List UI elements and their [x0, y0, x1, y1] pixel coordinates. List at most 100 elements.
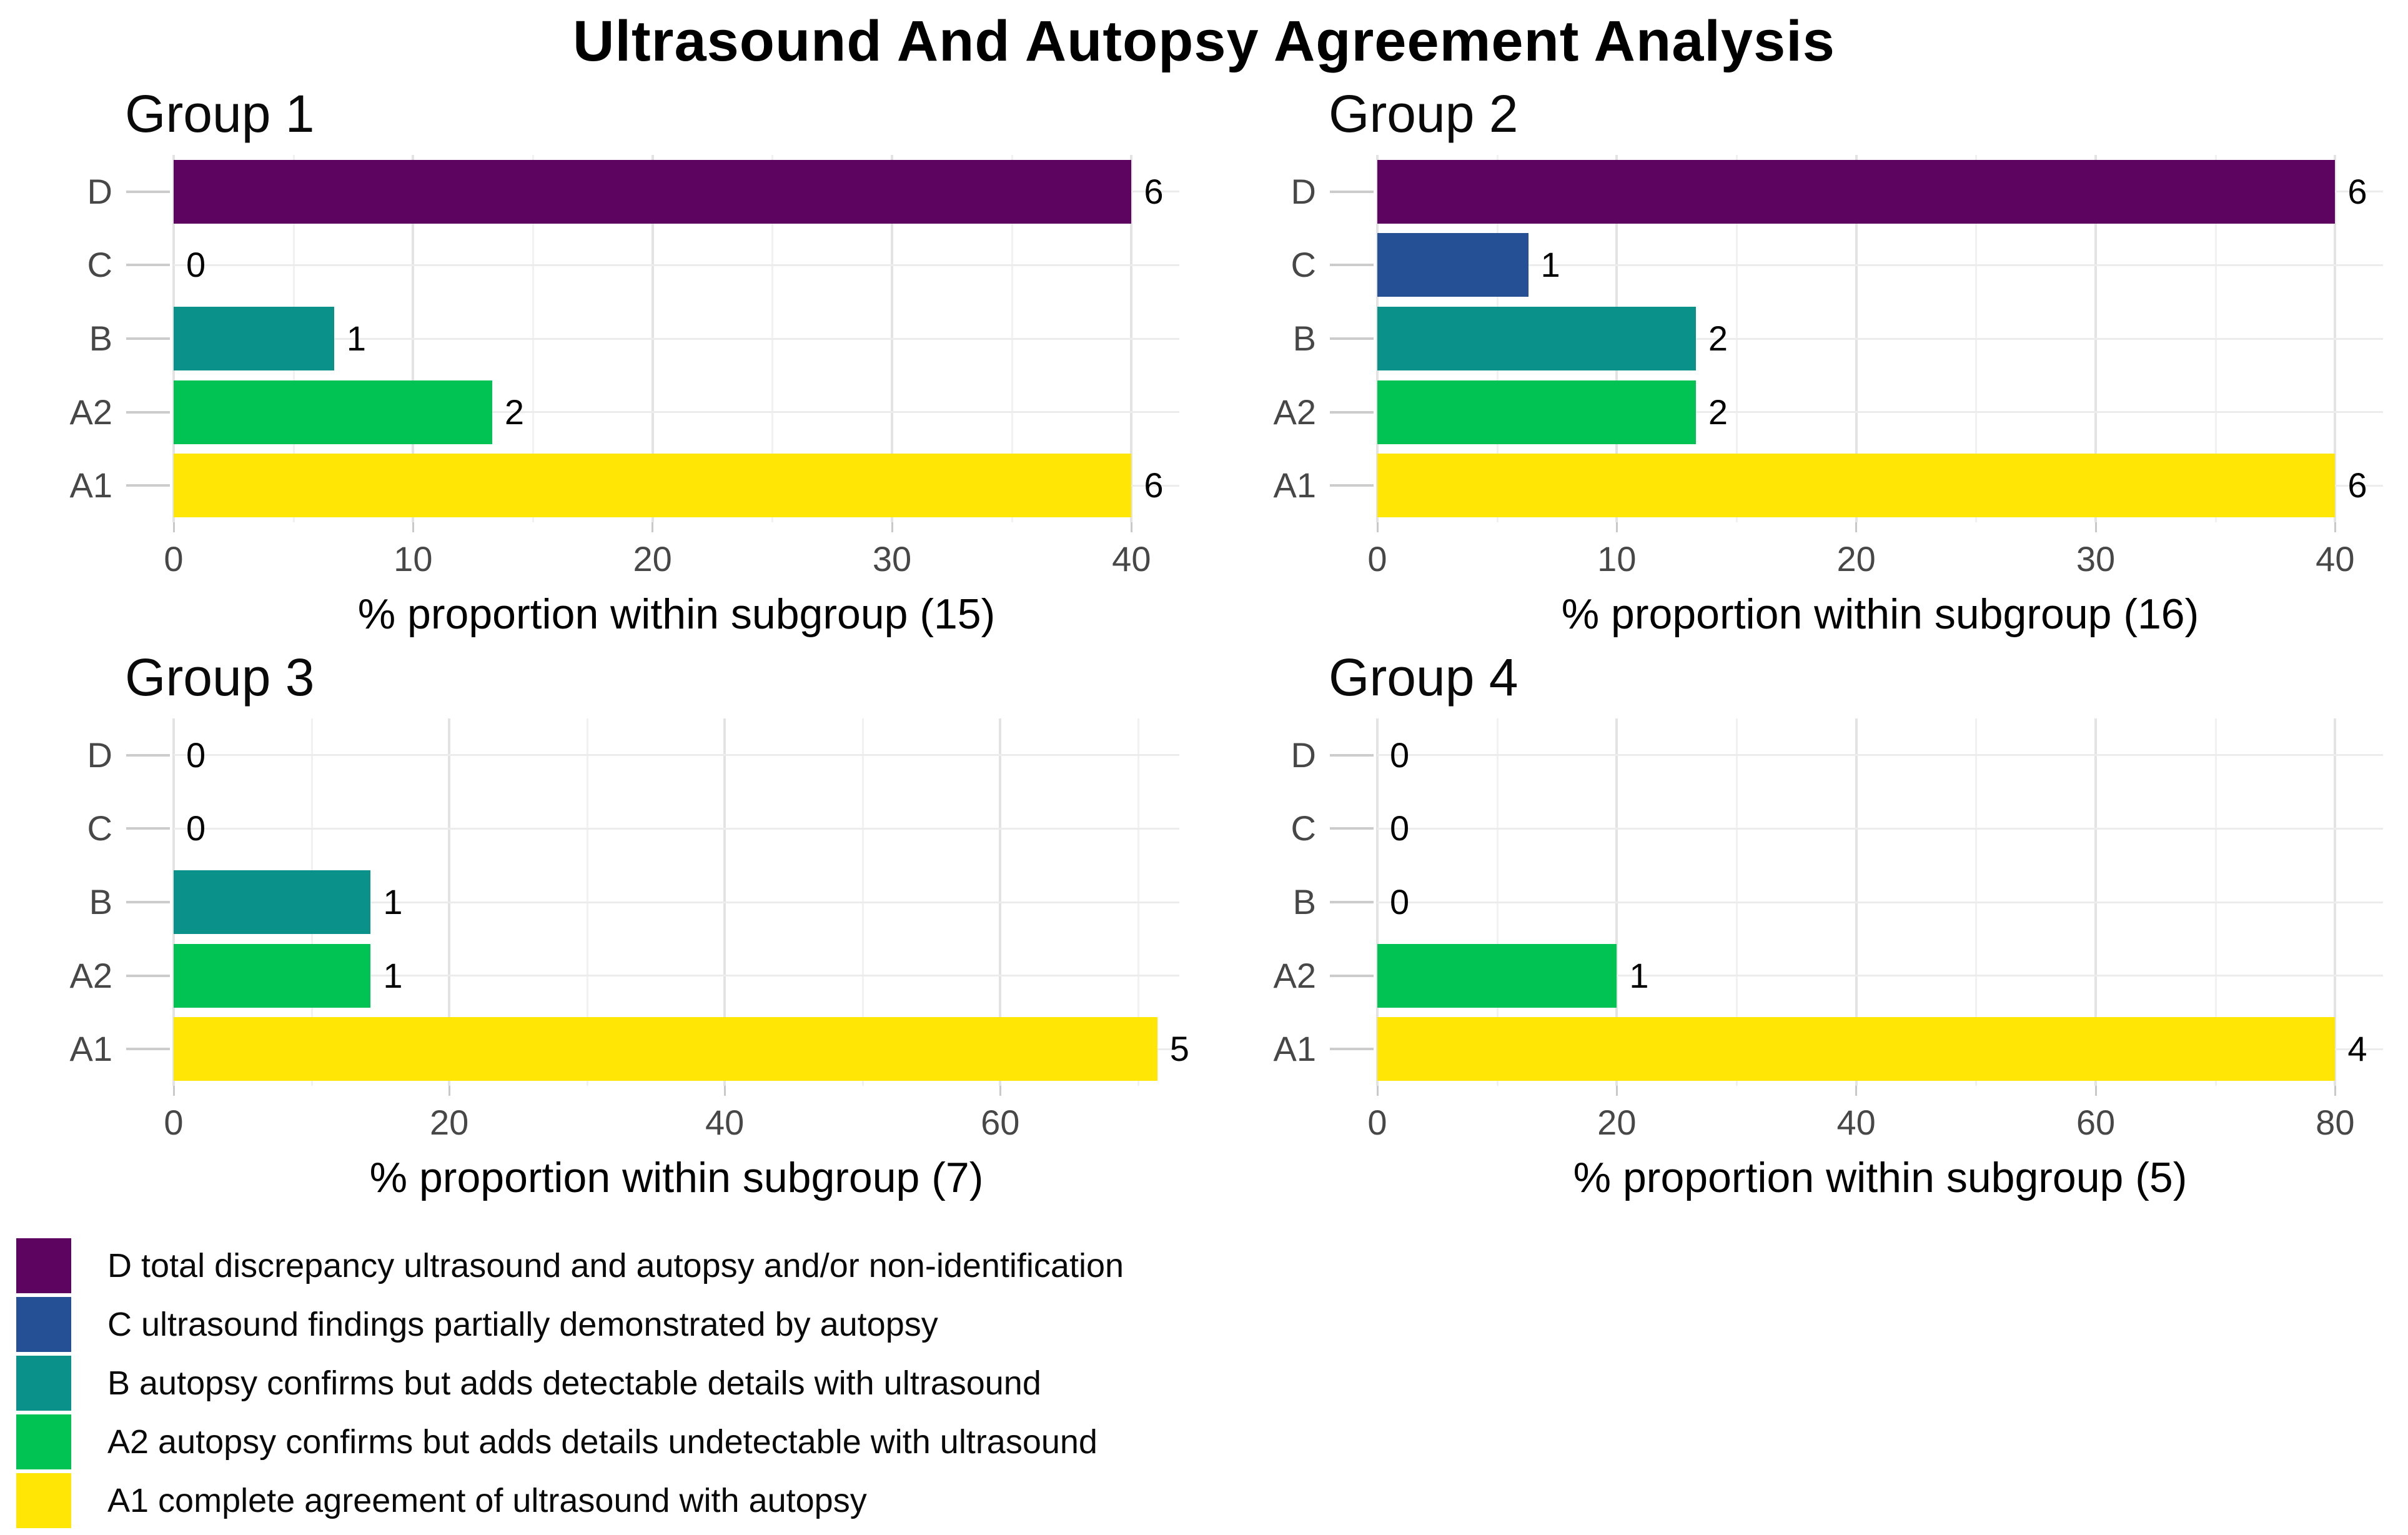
group-title-group-1: Group 1	[125, 84, 315, 143]
x-tick	[2094, 1086, 2097, 1096]
y-axis-label-d: D	[87, 171, 112, 211]
bar-group-1-b	[174, 307, 334, 370]
y-tick-d	[126, 753, 170, 757]
y-tick-a2	[126, 974, 170, 977]
y-tick-a1	[126, 1048, 170, 1051]
legend-item-d: D total discrepancy ultrasound and autop…	[16, 1238, 1124, 1293]
x-tick	[1130, 522, 1132, 532]
x-tick-label: 80	[2316, 1103, 2355, 1142]
y-axis-label-a2: A2	[69, 955, 113, 995]
y-tick-a2	[1330, 974, 1374, 977]
x-tick	[2094, 522, 2097, 532]
y-axis-label-a2: A2	[69, 392, 113, 432]
group-title-group-3: Group 3	[125, 648, 315, 707]
legend-swatch-a2	[16, 1414, 71, 1469]
y-axis-label-a1: A1	[1273, 465, 1317, 505]
x-tick-label: 20	[1836, 539, 1876, 579]
x-tick	[1855, 522, 1858, 532]
y-axis-label-a1: A1	[69, 465, 113, 505]
x-tick-label: 40	[1836, 1103, 1876, 1142]
x-tick-label: 0	[164, 1103, 184, 1142]
legend-item-a1: A1 complete agreement of ultrasound with…	[16, 1473, 1124, 1528]
bar-group-1-a1	[174, 454, 1132, 518]
x-tick-label: 0	[1367, 1103, 1387, 1142]
grid-line-category	[174, 337, 1179, 340]
y-axis-label-a2: A2	[1273, 392, 1317, 432]
grid-line-category	[1377, 337, 2383, 340]
y-axis-label-a1: A1	[69, 1029, 113, 1069]
x-tick-label: 40	[1112, 539, 1151, 579]
bar-group-2-a1	[1377, 454, 2336, 518]
x-tick	[412, 522, 414, 532]
value-label-group-2-a2: 2	[1708, 392, 1728, 432]
y-axis-label-b: B	[89, 882, 112, 921]
legend-item-b: B autopsy confirms but adds detectable d…	[16, 1356, 1124, 1411]
y-tick-a1	[1330, 484, 1374, 487]
y-tick-a2	[126, 410, 170, 414]
legend: D total discrepancy ultrasound and autop…	[16, 1238, 1124, 1532]
y-tick-b	[126, 337, 170, 340]
x-tick	[891, 522, 893, 532]
plot-area-group-1	[172, 155, 1179, 522]
x-tick-label: 40	[705, 1103, 745, 1142]
y-tick-d	[1330, 190, 1374, 193]
x-axis-title-group-2: % proportion within subgroup (16)	[1561, 590, 2199, 638]
x-tick	[2334, 522, 2336, 532]
bar-group-3-a2	[174, 943, 371, 1008]
y-axis-label-b: B	[89, 319, 112, 358]
y-tick-c	[126, 264, 170, 267]
y-tick-a2	[1330, 410, 1374, 414]
legend-item-a2: A2 autopsy confirms but adds details und…	[16, 1414, 1124, 1469]
panel-group-3: Group 3 D 0 C 0 B 1 A2 1 A1 5 0 20 40 60 % proportion w…	[0, 637, 1204, 1201]
legend-label-a1: A1 complete agreement of ultrasound with…	[107, 1482, 867, 1519]
x-tick-label: 30	[2076, 539, 2116, 579]
plot-area-group-3	[172, 718, 1179, 1086]
grid-line-category	[1377, 754, 2383, 757]
x-tick-label: 60	[981, 1103, 1020, 1142]
x-tick-label: 10	[394, 539, 433, 579]
y-axis-label-c: C	[1291, 808, 1316, 848]
grid-line-category	[1377, 411, 2383, 414]
value-label-group-2-a1: 6	[2347, 465, 2367, 505]
page-title: Ultrasound And Autopsy Agreement Analysi…	[573, 9, 1835, 73]
value-label-group-2-d: 6	[2347, 171, 2367, 211]
y-axis-label-c: C	[1291, 245, 1316, 285]
y-axis-label-c: C	[87, 245, 112, 285]
grid-line-category	[174, 754, 1179, 757]
grid-line-category	[174, 975, 1179, 977]
x-tick	[172, 522, 175, 532]
value-label-group-4-c: 0	[1390, 808, 1410, 848]
grid-line-category	[174, 264, 1179, 266]
y-axis-label-a1: A1	[1273, 1029, 1317, 1069]
bar-group-2-c	[1377, 233, 1529, 297]
x-tick	[1855, 1086, 1858, 1096]
y-axis-label-d: D	[1291, 171, 1316, 211]
value-label-group-1-b: 1	[346, 319, 366, 358]
value-label-group-1-a1: 6	[1144, 465, 1164, 505]
grid-line-category	[1377, 264, 2383, 266]
bar-group-2-a2	[1377, 380, 1696, 444]
bar-group-3-a1	[174, 1017, 1157, 1081]
value-label-group-4-d: 0	[1390, 735, 1410, 775]
bar-group-2-d	[1377, 159, 2336, 224]
y-axis-label-b: B	[1292, 882, 1316, 921]
legend-label-a2: A2 autopsy confirms but adds details und…	[107, 1423, 1097, 1461]
value-label-group-4-b: 0	[1390, 882, 1410, 921]
value-label-group-3-a1: 5	[1169, 1029, 1189, 1069]
y-tick-d	[126, 190, 170, 193]
bar-group-1-d	[174, 159, 1132, 224]
x-tick	[2334, 1086, 2336, 1096]
x-tick	[999, 1086, 1001, 1096]
x-tick-label: 0	[1367, 539, 1387, 579]
plot-area-group-4	[1376, 718, 2383, 1086]
x-tick-label: 0	[164, 539, 184, 579]
x-tick	[1376, 522, 1379, 532]
grid-line-category	[174, 411, 1179, 414]
bar-group-3-b	[174, 870, 371, 934]
y-axis-label-c: C	[87, 808, 112, 848]
plot-area-group-2	[1376, 155, 2383, 522]
x-axis-title-group-3: % proportion within subgroup (7)	[369, 1154, 984, 1201]
value-label-group-2-c: 1	[1540, 245, 1560, 285]
x-tick-label: 30	[872, 539, 912, 579]
